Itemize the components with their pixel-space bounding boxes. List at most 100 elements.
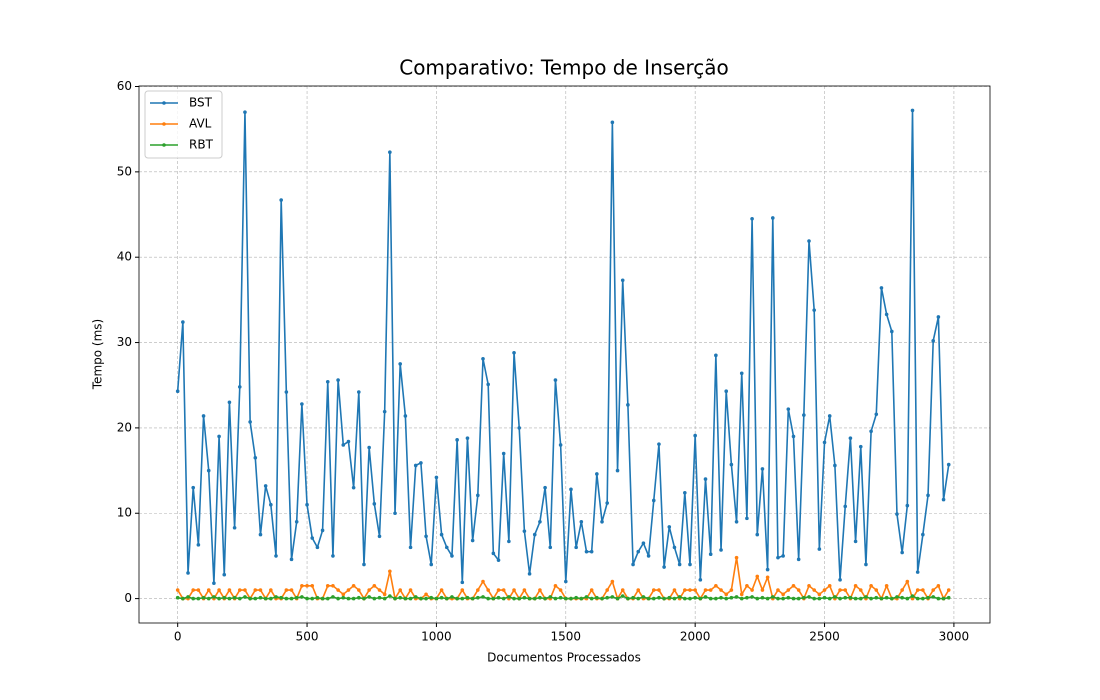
data-point [895, 512, 899, 516]
data-point [714, 583, 718, 588]
data-point [191, 485, 196, 490]
data-point [279, 595, 283, 600]
data-point [351, 596, 356, 601]
data-point [558, 595, 563, 600]
data-point [206, 468, 211, 473]
data-point [258, 595, 263, 600]
data-point [926, 595, 930, 600]
data-point [879, 596, 884, 601]
data-point [481, 595, 485, 599]
data-point [175, 595, 180, 600]
data-point [434, 596, 439, 601]
data-point [315, 595, 320, 600]
data-point [253, 588, 258, 592]
data-point [946, 588, 951, 592]
data-point [486, 382, 490, 387]
data-point [227, 596, 232, 601]
data-point [196, 596, 201, 601]
data-point [651, 588, 656, 592]
data-point [248, 420, 252, 424]
data-point [921, 532, 925, 537]
data-point [708, 588, 713, 592]
data-point [807, 595, 811, 599]
data-point [838, 588, 842, 592]
data-point [812, 308, 816, 312]
data-point [677, 562, 682, 567]
data-point [703, 595, 708, 599]
data-point [791, 596, 796, 601]
data-point [895, 595, 899, 599]
data-point [600, 596, 604, 601]
series-line [176, 556, 950, 600]
data-point [222, 572, 227, 577]
data-point [543, 485, 547, 490]
x-axis-label: Documentos Processados [487, 651, 641, 665]
data-point [910, 596, 915, 601]
data-point [724, 592, 729, 597]
data-point [206, 596, 211, 601]
data-point [703, 588, 708, 592]
data-point [672, 545, 677, 550]
data-point [408, 596, 413, 601]
data-point [915, 570, 920, 574]
data-point [610, 579, 615, 584]
data-point [434, 475, 439, 480]
data-point [765, 575, 770, 580]
data-point [724, 389, 729, 393]
data-point [263, 596, 268, 601]
data-point [600, 519, 604, 524]
data-point [817, 596, 822, 601]
data-point [408, 545, 413, 550]
data-point [884, 312, 889, 317]
data-point [476, 595, 480, 600]
data-point [413, 595, 418, 599]
data-point [227, 588, 232, 592]
data-point [294, 595, 299, 600]
data-point [398, 595, 402, 600]
data-point [667, 595, 672, 600]
data-point [827, 414, 832, 418]
data-point [615, 468, 620, 473]
data-point [341, 443, 346, 447]
y-tick-label: 20 [117, 420, 132, 434]
data-point [729, 588, 734, 592]
data-point [765, 596, 770, 601]
data-point [196, 588, 201, 592]
data-point [719, 595, 723, 600]
data-point [507, 539, 511, 544]
data-point [310, 536, 315, 540]
data-point [869, 596, 873, 601]
data-point [491, 596, 496, 601]
data-point [465, 436, 470, 440]
data-point [760, 467, 765, 471]
data-point [563, 596, 568, 601]
data-point [858, 596, 863, 601]
data-point [294, 519, 299, 524]
data-point [781, 596, 785, 601]
data-point [900, 550, 904, 555]
data-point [657, 588, 661, 592]
data-point [817, 547, 822, 551]
data-point [683, 490, 687, 495]
data-point [341, 592, 346, 597]
data-point [739, 592, 744, 597]
data-point [905, 503, 910, 508]
data-point [843, 595, 848, 600]
data-point [729, 462, 734, 467]
data-point [217, 588, 221, 592]
data-point [662, 596, 666, 601]
data-point [667, 525, 672, 529]
data-point [424, 534, 428, 539]
data-point [222, 595, 227, 600]
data-point [765, 567, 770, 572]
data-point [201, 595, 206, 600]
data-point [289, 588, 294, 592]
data-point [512, 350, 516, 355]
data-point [300, 583, 304, 588]
data-point [377, 534, 382, 539]
data-point [641, 595, 646, 599]
data-point [284, 588, 289, 592]
data-point [491, 551, 496, 556]
data-point [227, 400, 232, 405]
x-tick-label: 1500 [551, 630, 582, 644]
